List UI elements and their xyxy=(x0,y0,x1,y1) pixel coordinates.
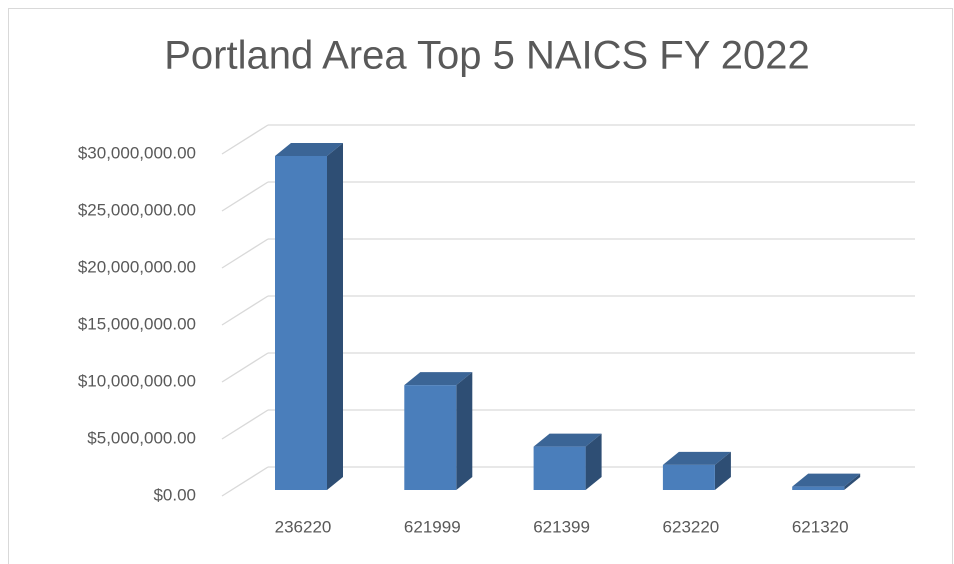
bar-side xyxy=(714,451,731,490)
bar-top xyxy=(404,372,473,386)
bar-side xyxy=(844,473,861,490)
grid-line-side xyxy=(221,409,269,440)
bar-front xyxy=(792,486,845,490)
chart-title: Portland Area Top 5 NAICS FY 2022 xyxy=(164,34,810,78)
bar-front xyxy=(662,464,715,490)
chart-border xyxy=(8,8,953,564)
bar-top xyxy=(533,433,602,447)
bar-front xyxy=(533,446,586,490)
grid-line-side xyxy=(221,466,269,497)
bar xyxy=(792,473,861,490)
bar xyxy=(404,372,473,490)
y-tick-label: $20,000,000.00 xyxy=(78,257,196,276)
bar-front xyxy=(275,155,327,491)
grid-line-side xyxy=(221,352,269,383)
bar-side xyxy=(327,142,343,491)
bar-side xyxy=(456,372,473,490)
bar-top xyxy=(662,451,731,465)
bar xyxy=(533,433,602,490)
x-tick-label: 621399 xyxy=(533,517,590,536)
y-tick-label: $25,000,000.00 xyxy=(78,200,196,219)
bar-side xyxy=(585,433,602,490)
y-tick-label: $30,000,000.00 xyxy=(78,143,196,162)
grid-line-side xyxy=(221,238,269,269)
bar-top xyxy=(275,142,343,156)
y-tick-label: $15,000,000.00 xyxy=(78,314,196,333)
y-tick-label: $10,000,000.00 xyxy=(78,371,196,390)
bar-front xyxy=(404,385,457,490)
bar xyxy=(275,142,343,491)
bar-top xyxy=(792,473,861,487)
grid-line-side xyxy=(221,181,269,212)
x-tick-label: 236220 xyxy=(275,517,332,536)
x-tick-label: 621999 xyxy=(404,517,461,536)
x-tick-label: 621320 xyxy=(792,517,849,536)
grid-line-side xyxy=(221,124,269,155)
x-tick-label: 623220 xyxy=(663,517,720,536)
bar xyxy=(662,451,731,490)
y-tick-label: $5,000,000.00 xyxy=(87,428,196,447)
y-tick-label: $0.00 xyxy=(153,485,196,504)
grid-line-side xyxy=(221,295,269,326)
